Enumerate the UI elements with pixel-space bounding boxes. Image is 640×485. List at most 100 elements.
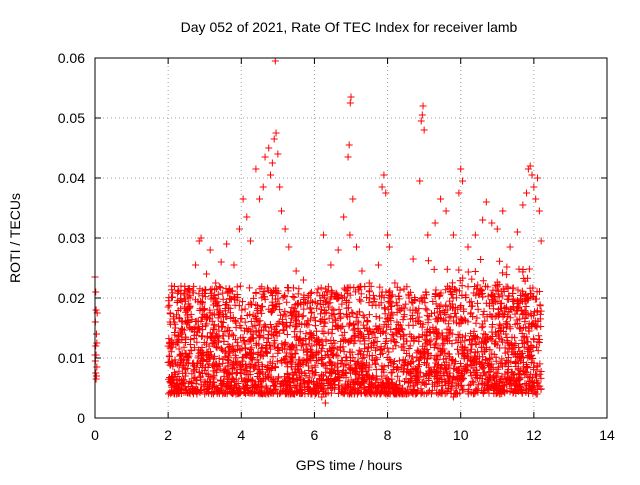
data-point bbox=[480, 387, 488, 395]
x-tick-label: 0 bbox=[91, 427, 99, 443]
data-point bbox=[371, 295, 379, 303]
data-point bbox=[465, 336, 473, 344]
data-point bbox=[504, 285, 512, 293]
data-point bbox=[192, 261, 200, 269]
data-point bbox=[387, 385, 395, 393]
data-point bbox=[380, 321, 388, 329]
data-point bbox=[420, 126, 428, 134]
data-point bbox=[295, 337, 303, 345]
data-point bbox=[351, 361, 359, 369]
data-point bbox=[535, 207, 543, 215]
data-point bbox=[222, 300, 230, 308]
data-point bbox=[251, 322, 259, 330]
data-point bbox=[460, 386, 468, 394]
data-point bbox=[338, 300, 346, 308]
data-point bbox=[530, 183, 538, 191]
data-point bbox=[363, 293, 371, 301]
data-point bbox=[321, 307, 329, 315]
data-point bbox=[406, 342, 414, 350]
data-point bbox=[247, 318, 255, 326]
data-point bbox=[408, 365, 416, 373]
data-point bbox=[503, 337, 511, 345]
data-point bbox=[343, 304, 351, 312]
data-point bbox=[321, 399, 329, 407]
data-point bbox=[346, 231, 354, 239]
data-point bbox=[187, 347, 195, 355]
data-point bbox=[521, 318, 529, 326]
data-point bbox=[342, 354, 350, 362]
data-point bbox=[261, 347, 269, 355]
data-point bbox=[473, 285, 481, 293]
data-point bbox=[272, 286, 280, 294]
data-point bbox=[299, 377, 307, 385]
data-point bbox=[306, 373, 314, 381]
data-point bbox=[422, 370, 430, 378]
data-point bbox=[297, 389, 305, 397]
data-point bbox=[279, 293, 287, 301]
data-point bbox=[383, 374, 391, 382]
data-point bbox=[503, 263, 511, 271]
data-point bbox=[282, 319, 290, 327]
data-point bbox=[311, 298, 319, 306]
data-point bbox=[265, 388, 273, 396]
data-point bbox=[273, 300, 281, 308]
data-point bbox=[183, 288, 191, 296]
data-point bbox=[203, 385, 211, 393]
data-point bbox=[166, 310, 174, 318]
data-point bbox=[452, 313, 460, 321]
data-point bbox=[489, 364, 497, 372]
data-point bbox=[486, 346, 494, 354]
data-point bbox=[186, 390, 194, 398]
data-point bbox=[229, 376, 237, 384]
data-point bbox=[297, 299, 305, 307]
data-point bbox=[535, 332, 543, 340]
data-point bbox=[371, 333, 379, 341]
data-point bbox=[401, 304, 409, 312]
data-point bbox=[228, 287, 236, 295]
data-point bbox=[361, 340, 369, 348]
data-point bbox=[511, 320, 519, 328]
data-point bbox=[384, 362, 392, 370]
data-point bbox=[448, 330, 456, 338]
data-point bbox=[340, 213, 348, 221]
data-point bbox=[298, 340, 306, 348]
data-point bbox=[479, 277, 487, 285]
data-point bbox=[445, 320, 453, 328]
data-point bbox=[431, 309, 439, 317]
data-point bbox=[166, 318, 174, 326]
data-point bbox=[193, 317, 201, 325]
data-point bbox=[432, 335, 440, 343]
data-point bbox=[382, 335, 390, 343]
data-point bbox=[240, 336, 248, 344]
x-tick-label: 4 bbox=[237, 427, 245, 443]
data-point bbox=[186, 341, 194, 349]
data-point bbox=[300, 305, 308, 313]
data-point bbox=[172, 370, 180, 378]
data-point bbox=[252, 289, 260, 297]
data-point bbox=[259, 290, 267, 298]
data-point bbox=[376, 314, 384, 322]
data-point bbox=[405, 292, 413, 300]
data-point bbox=[209, 339, 217, 347]
y-tick-label: 0.06 bbox=[58, 50, 85, 66]
data-point bbox=[242, 370, 250, 378]
data-point bbox=[274, 344, 282, 352]
data-point bbox=[288, 344, 296, 352]
data-point bbox=[512, 353, 520, 361]
data-point bbox=[415, 332, 423, 340]
data-point bbox=[228, 385, 236, 393]
data-point bbox=[453, 379, 461, 387]
data-point bbox=[470, 379, 478, 387]
data-point bbox=[252, 339, 260, 347]
data-point bbox=[534, 307, 542, 315]
data-point bbox=[400, 340, 408, 348]
data-point bbox=[289, 375, 297, 383]
data-point bbox=[534, 174, 542, 182]
data-point bbox=[239, 377, 247, 385]
data-point bbox=[407, 371, 415, 379]
data-point bbox=[215, 322, 223, 330]
data-point bbox=[238, 306, 246, 314]
data-point bbox=[413, 317, 421, 325]
data-point bbox=[485, 377, 493, 385]
data-point bbox=[190, 282, 198, 290]
